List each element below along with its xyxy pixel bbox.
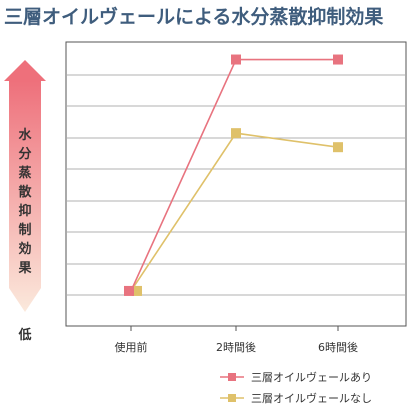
data-point xyxy=(231,128,241,139)
x-tick-label: 6時間後 xyxy=(318,340,358,354)
effect-arrow xyxy=(4,60,46,312)
y-axis-label: 水分蒸散抑制効果 xyxy=(17,127,32,276)
chart-title: 三層オイルヴェールによる水分蒸散抑制効果 xyxy=(4,6,384,28)
series-layer xyxy=(124,54,343,296)
arrow-head xyxy=(4,60,46,81)
y-axis-low-label: 低 xyxy=(17,327,31,343)
legend-label: 三層オイルヴェールなし xyxy=(251,391,372,405)
series-line xyxy=(130,58,338,292)
arrow-body xyxy=(9,81,41,312)
x-tick-labels: 使用前 2時間後 6時間後 xyxy=(115,326,358,354)
plot-frame xyxy=(65,41,407,327)
data-point xyxy=(231,54,241,65)
data-point xyxy=(124,285,134,296)
data-point xyxy=(333,54,343,65)
data-point xyxy=(333,142,343,153)
data-point xyxy=(132,285,142,296)
legend-marker xyxy=(228,373,236,381)
legend-label: 三層オイルヴェールあり xyxy=(251,370,372,384)
x-tick-label: 2時間後 xyxy=(216,340,256,354)
legend-marker xyxy=(228,394,236,402)
series-line xyxy=(130,132,339,292)
grid-lines xyxy=(67,74,405,296)
x-tick-label: 使用前 xyxy=(115,340,148,354)
